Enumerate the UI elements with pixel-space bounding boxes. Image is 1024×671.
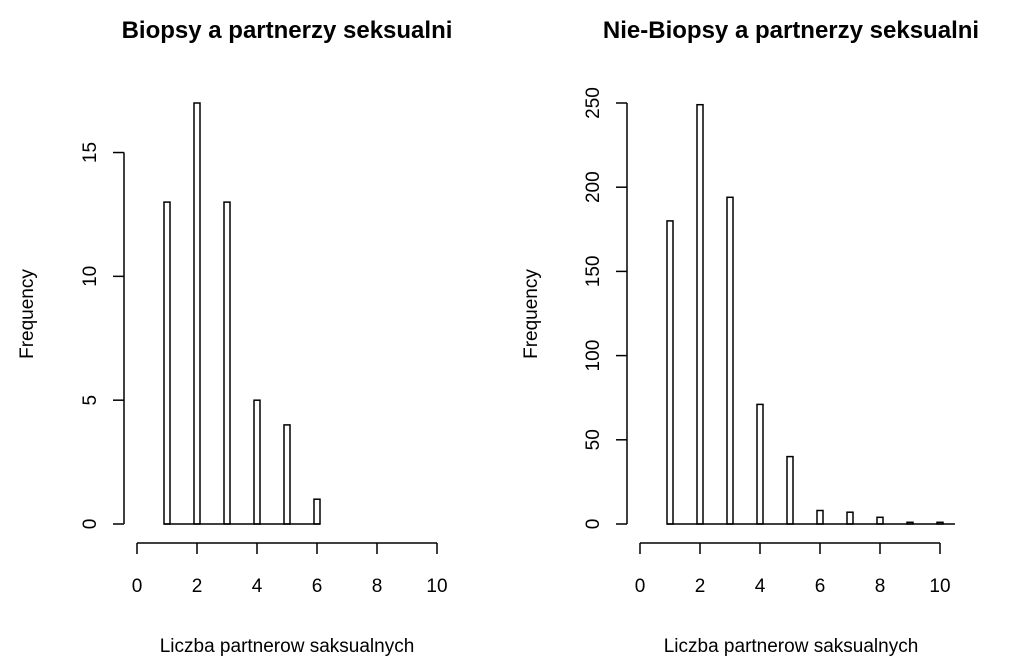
x-tick-label: 8: [875, 576, 886, 597]
bar: [283, 424, 291, 525]
x-tick-label: 10: [426, 576, 447, 597]
x-tick-label: 6: [312, 576, 323, 597]
bars: [163, 102, 321, 525]
chart-title: Nie-Biopsy a partnerzy seksualni: [603, 17, 979, 44]
x-tick-label: 4: [755, 576, 766, 597]
bar: [726, 196, 734, 525]
y-tick-label: 15: [80, 142, 101, 163]
x-tick-label: 4: [252, 576, 263, 597]
bar: [846, 511, 854, 525]
y-axis: 0 50 100 150 200 250: [583, 87, 628, 530]
bar: [816, 509, 824, 525]
x-tick-label: 10: [929, 576, 950, 597]
y-tick-label: 0: [583, 519, 604, 530]
bar: [696, 103, 704, 525]
bar: [876, 516, 884, 525]
x-axis-label: Liczba partnerow saksualnych: [160, 636, 415, 657]
x-axis-label: Liczba partnerow saksualnych: [664, 636, 919, 657]
chart-panel-biopsy: Biopsy a partnerzy seksualni Frequency L…: [17, 17, 452, 657]
bar: [253, 399, 261, 525]
bar: [223, 201, 231, 525]
y-axis-label: Frequency: [521, 269, 542, 359]
y-tick-label: 100: [583, 340, 604, 372]
bar: [786, 455, 794, 525]
x-tick-label: 2: [192, 576, 203, 597]
y-tick-label: 250: [583, 87, 604, 119]
bars: [666, 103, 955, 525]
y-tick-label: 0: [80, 519, 101, 530]
y-axis: 0 5 10 15: [80, 142, 125, 530]
y-tick-label: 150: [583, 256, 604, 288]
x-tick-label: 0: [635, 576, 646, 597]
y-tick-label: 200: [583, 171, 604, 203]
y-tick-label: 50: [583, 429, 604, 450]
x-axis: 0 2 4 6 8 10: [635, 542, 951, 597]
chart-panel-nie-biopsy: Nie-Biopsy a partnerzy seksualni Frequen…: [521, 17, 979, 657]
x-axis: 0 2 4 6 8 10: [132, 542, 448, 597]
bar: [313, 498, 321, 525]
x-tick-label: 8: [372, 576, 383, 597]
bar: [193, 102, 201, 525]
bar: [163, 201, 171, 525]
y-tick-label: 10: [80, 266, 101, 287]
y-axis-label: Frequency: [17, 269, 38, 359]
x-tick-label: 6: [815, 576, 826, 597]
y-tick-label: 5: [80, 395, 101, 406]
bar: [666, 220, 674, 525]
x-tick-label: 0: [132, 576, 143, 597]
chart-title: Biopsy a partnerzy seksualni: [122, 17, 453, 44]
x-tick-label: 2: [695, 576, 706, 597]
bar: [756, 403, 764, 525]
